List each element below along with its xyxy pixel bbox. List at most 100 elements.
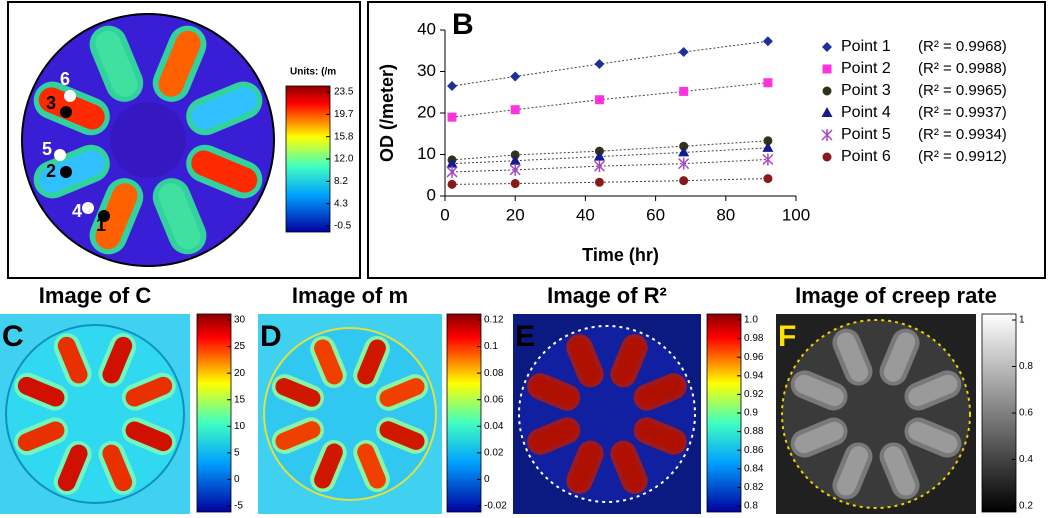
phantom-bar: [376, 417, 429, 454]
phantom-bar: [310, 335, 347, 388]
phantom-bar: [33, 81, 110, 136]
legend-fit-label: (R² = 0.9988): [918, 60, 1007, 77]
marker: [510, 179, 520, 189]
phantom-bar: [271, 374, 324, 411]
phantom-bar: [152, 25, 207, 102]
phantom-disk: [781, 319, 971, 509]
trend-line: [451, 147, 768, 165]
bar-core: [794, 421, 844, 454]
bar-core: [158, 30, 201, 97]
bar-core: [908, 374, 958, 407]
colorbar-title: Units: (/m: [290, 67, 336, 78]
legend-marker: [822, 86, 832, 96]
panel-letter: E: [515, 320, 535, 353]
marker: [510, 71, 521, 82]
panel-letter: C: [2, 320, 24, 353]
bar-core: [158, 183, 201, 250]
legend-marker: [822, 152, 832, 162]
marker: [678, 157, 690, 170]
colorbar-tick-label: 0: [484, 474, 490, 485]
marker: [446, 157, 458, 168]
phantom-bar: [904, 417, 962, 458]
bar-core: [614, 337, 644, 384]
bar-core: [379, 378, 425, 407]
bar-core: [17, 376, 65, 407]
colorbar-tick-label: 12.0: [334, 154, 354, 165]
phantom-bar: [633, 417, 687, 455]
colorbar-tick-label: 5: [234, 447, 240, 458]
phantom-bar: [53, 440, 92, 495]
y-tick-label: 20: [417, 102, 436, 121]
legend-marker: [822, 42, 832, 52]
y-tick-label: 10: [417, 144, 436, 163]
bar-core: [794, 374, 844, 407]
legend-marker: [821, 107, 833, 117]
bar-core: [883, 332, 916, 382]
bar-core: [530, 377, 577, 407]
marker: [679, 176, 689, 186]
bar-core: [314, 443, 343, 489]
bar-core: [614, 444, 644, 491]
legend-fit-label: (R² = 0.9965): [918, 82, 1007, 99]
trend-line: [451, 140, 768, 161]
bar-core: [379, 421, 425, 450]
marker: [593, 160, 605, 173]
colorbar-tick-label: -0.02: [484, 501, 507, 512]
colorbar: [981, 313, 1017, 513]
bar-core: [883, 446, 916, 496]
legend-fit-label: (R² = 0.9934): [918, 126, 1007, 143]
marker: [510, 105, 520, 115]
panel-title: Image of C: [39, 283, 152, 308]
phantom-bar: [98, 440, 137, 495]
bar-core: [570, 444, 600, 491]
phantom-bar: [832, 328, 873, 386]
phantom-image: [781, 319, 971, 509]
colorbar-tick-label: 19.7: [334, 109, 354, 120]
bar-core: [530, 421, 577, 451]
marker: [762, 141, 774, 152]
phantom-bar: [566, 440, 604, 494]
colorbar-tick-label: 0.82: [744, 482, 764, 493]
legend-label: Point 2: [841, 60, 891, 77]
phantom-bar: [566, 334, 604, 388]
panel-title: Image of creep rate: [795, 283, 997, 308]
phantom-image: [5, 324, 185, 504]
y-tick-label: 30: [417, 61, 436, 80]
bar-core: [38, 87, 105, 130]
phantom-bar: [310, 440, 347, 493]
marker: [447, 112, 457, 122]
point-label: 1: [96, 215, 106, 235]
legend-fit-label: (R² = 0.9937): [918, 104, 1007, 121]
sample-point: [54, 149, 66, 161]
x-tick-label: 60: [646, 205, 665, 224]
sample-point: [82, 202, 94, 214]
marker: [762, 153, 774, 166]
marker: [509, 163, 521, 176]
legend-label: Point 3: [841, 82, 891, 99]
bar-core: [95, 183, 138, 250]
content: A Units: (/m 23.5 19.7 15.8 12.0 8.2 4.3 -0.5 1 2 3…: [0, 6, 1033, 514]
marker: [763, 78, 773, 88]
colorbar: [706, 313, 742, 513]
point-label: 3: [46, 93, 56, 113]
colorbar-tick-label: -5: [234, 501, 243, 512]
marker: [678, 46, 689, 57]
legend-label: Point 1: [841, 38, 891, 55]
marker: [762, 36, 773, 47]
y-tick-label: 40: [417, 19, 436, 38]
bar-core: [357, 339, 386, 385]
x-tick-label: 40: [576, 205, 595, 224]
phantom-bar: [98, 333, 137, 388]
bar-core: [17, 421, 65, 452]
bar-core: [836, 332, 869, 382]
phantom-bar: [152, 178, 207, 255]
panel-letter: F: [778, 320, 796, 353]
point-label: 5: [42, 139, 52, 159]
bar-core: [102, 336, 133, 384]
panel-letter: D: [260, 320, 282, 353]
phantom-image: [518, 325, 696, 503]
marker: [679, 86, 689, 96]
phantom-bar: [832, 442, 873, 500]
marker: [594, 59, 605, 70]
